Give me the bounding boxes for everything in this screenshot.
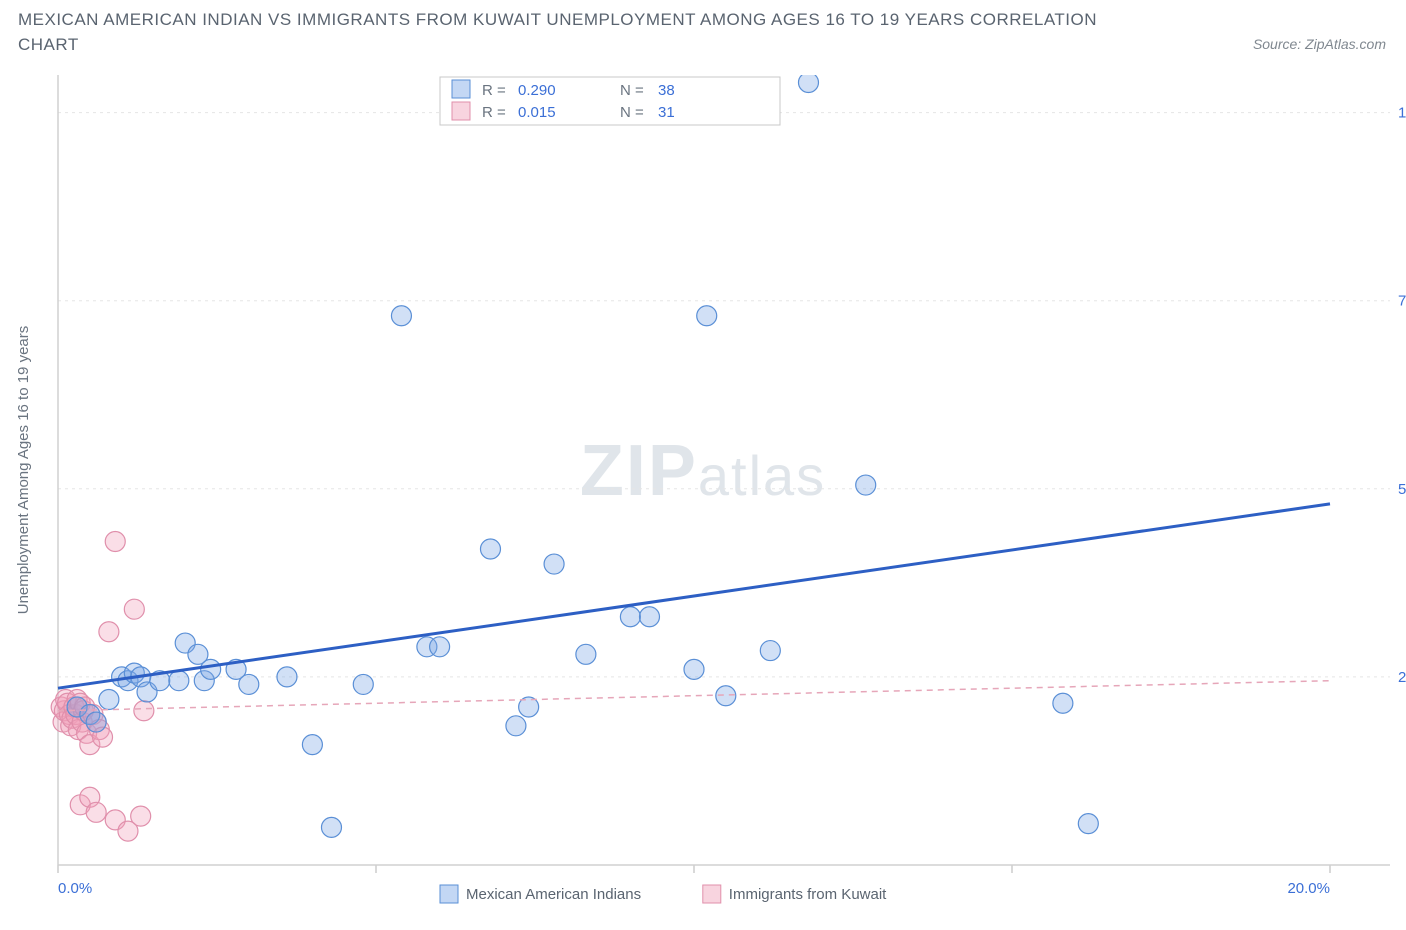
legend-r-value: 0.015 bbox=[518, 104, 556, 121]
data-point bbox=[1078, 814, 1098, 834]
data-point bbox=[134, 701, 154, 721]
data-point bbox=[798, 75, 818, 93]
correlation-scatter-chart: 25.0% 50.0% 75.0% 100.0% 0.0% 20.0% Unemployme… bbox=[0, 75, 1406, 930]
data-point bbox=[480, 539, 500, 559]
x-tick-label: 20.0% bbox=[1287, 880, 1330, 897]
data-point bbox=[86, 802, 106, 822]
data-point bbox=[239, 674, 259, 694]
data-point bbox=[86, 712, 106, 732]
legend-n-label: N = bbox=[620, 104, 644, 121]
data-point bbox=[544, 554, 564, 574]
source-attribution: Source: ZipAtlas.com bbox=[1253, 36, 1386, 52]
data-point bbox=[684, 659, 704, 679]
data-point bbox=[99, 622, 119, 642]
data-point bbox=[697, 306, 717, 326]
data-point bbox=[639, 607, 659, 627]
legend-series-label: Immigrants from Kuwait bbox=[729, 886, 887, 903]
data-point bbox=[124, 599, 144, 619]
data-point bbox=[131, 806, 151, 826]
legend-series-label: Mexican American Indians bbox=[466, 886, 641, 903]
data-point bbox=[506, 716, 526, 736]
data-point bbox=[321, 817, 341, 837]
legend-swatch bbox=[452, 80, 470, 98]
data-point bbox=[277, 667, 297, 687]
data-point bbox=[169, 671, 189, 691]
data-point bbox=[391, 306, 411, 326]
data-point bbox=[430, 637, 450, 657]
chart-title: MEXICAN AMERICAN INDIAN VS IMMIGRANTS FR… bbox=[18, 8, 1118, 57]
y-tick-label: 75.0% bbox=[1398, 293, 1406, 310]
legend-n-value: 31 bbox=[658, 104, 675, 121]
legend-n-label: N = bbox=[620, 82, 644, 99]
y-axis-label: Unemployment Among Ages 16 to 19 years bbox=[15, 326, 32, 615]
data-point bbox=[620, 607, 640, 627]
y-tick-label: 50.0% bbox=[1398, 481, 1406, 498]
data-point bbox=[856, 475, 876, 495]
data-point bbox=[353, 674, 373, 694]
legend-r-label: R = bbox=[482, 82, 506, 99]
y-tick-label: 25.0% bbox=[1398, 669, 1406, 686]
data-point bbox=[105, 531, 125, 551]
legend-swatch bbox=[703, 885, 721, 903]
data-point bbox=[1053, 693, 1073, 713]
legend-r-value: 0.290 bbox=[518, 82, 556, 99]
data-point bbox=[302, 735, 322, 755]
data-point bbox=[760, 641, 780, 661]
x-tick-label: 0.0% bbox=[58, 880, 92, 897]
data-point bbox=[576, 644, 596, 664]
data-point bbox=[99, 689, 119, 709]
legend-swatch bbox=[440, 885, 458, 903]
y-tick-label: 100.0% bbox=[1398, 105, 1406, 122]
legend-swatch bbox=[452, 102, 470, 120]
legend-n-value: 38 bbox=[658, 82, 675, 99]
legend-r-label: R = bbox=[482, 104, 506, 121]
data-point bbox=[201, 659, 221, 679]
